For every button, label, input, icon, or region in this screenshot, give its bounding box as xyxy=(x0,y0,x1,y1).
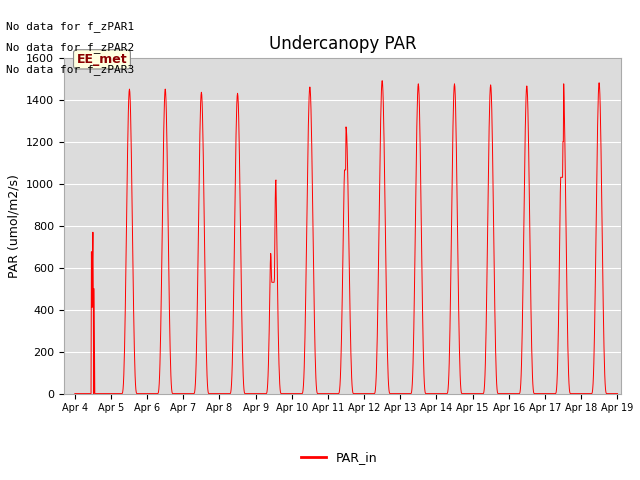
Text: No data for f_zPAR2: No data for f_zPAR2 xyxy=(6,42,134,53)
Text: EE_met: EE_met xyxy=(77,53,127,66)
Title: Undercanopy PAR: Undercanopy PAR xyxy=(269,35,416,53)
Legend: PAR_in: PAR_in xyxy=(296,446,383,469)
Text: No data for f_zPAR1: No data for f_zPAR1 xyxy=(6,21,134,32)
Y-axis label: PAR (umol/m2/s): PAR (umol/m2/s) xyxy=(8,174,20,277)
Text: No data for f_zPAR3: No data for f_zPAR3 xyxy=(6,64,134,75)
